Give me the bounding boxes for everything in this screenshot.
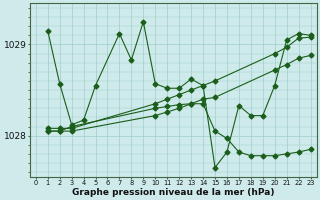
X-axis label: Graphe pression niveau de la mer (hPa): Graphe pression niveau de la mer (hPa) — [72, 188, 275, 197]
